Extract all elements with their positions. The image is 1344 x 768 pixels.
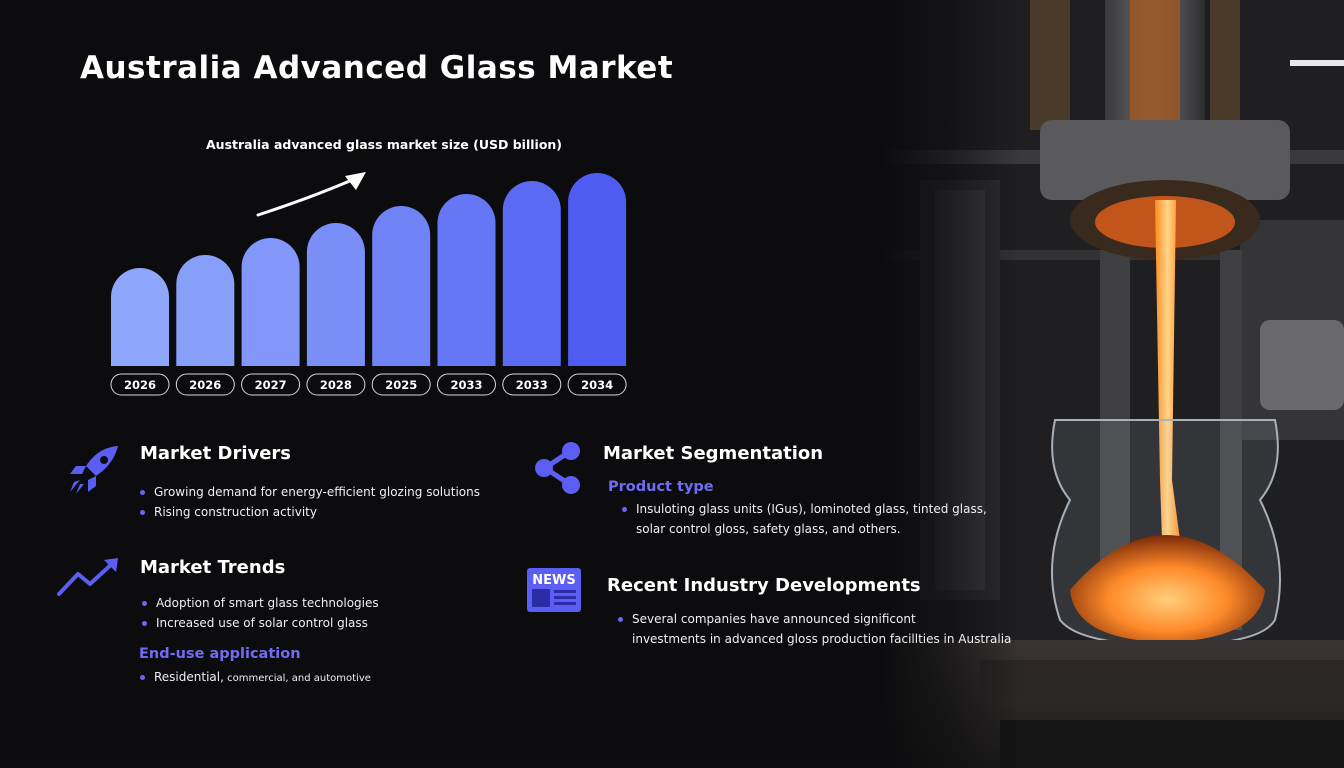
year-label-pill xyxy=(241,373,301,396)
year-label-pill xyxy=(567,373,627,396)
year-tick-label: 2026 xyxy=(189,378,221,392)
bar-3 xyxy=(306,223,365,366)
year-tick-label: 2028 xyxy=(320,378,352,392)
year-label-pill xyxy=(110,373,170,396)
chart-title: Australia advanced glass market size (US… xyxy=(206,137,563,152)
list-item-continued: solar control gloss, safety glass, and o… xyxy=(636,522,901,536)
year-label-pill xyxy=(306,373,366,396)
page-title: Australia Advanced Glass Market xyxy=(80,50,674,86)
year-tick-label: 2033 xyxy=(516,378,548,392)
year-label-pill xyxy=(175,373,235,396)
bar-6 xyxy=(502,181,561,366)
bar-4 xyxy=(372,205,431,366)
end-use-rest: commercial, and automotive xyxy=(223,673,371,684)
year-label-pill xyxy=(437,373,496,396)
list-item: Several companies have announced signifi… xyxy=(618,609,1011,629)
list-item-continued: investments in advanced gloss production… xyxy=(632,632,1012,646)
list-item: Residential, commercial, and automotive xyxy=(140,667,371,689)
market-drivers-list: Growing demand for energy-efficient gloz… xyxy=(140,482,480,522)
bar-2 xyxy=(241,238,300,366)
year-tick-label: 2033 xyxy=(450,378,482,392)
year-tick-label: 2025 xyxy=(385,378,417,392)
market-segmentation-title: Market Segmentation xyxy=(603,443,824,464)
market-trends-title: Market Trends xyxy=(140,557,286,578)
bar-7 xyxy=(568,173,627,366)
end-use-title: End-use application xyxy=(139,646,301,662)
market-drivers-title: Market Drivers xyxy=(140,443,292,464)
year-tick-label: 2026 xyxy=(124,378,156,392)
trending-up-icon xyxy=(57,558,118,596)
year-tick-label: 2027 xyxy=(255,378,287,392)
list-item: Rising construction activity xyxy=(140,502,480,522)
bar-1 xyxy=(176,255,235,366)
industry-developments-title: Recent Industry Developments xyxy=(607,575,921,596)
list-item: Insuloting glass units (IGus), lominoted… xyxy=(622,499,987,519)
end-use-list: Residential, commercial, and automotive xyxy=(140,667,371,689)
bar-5 xyxy=(437,194,496,366)
rocket-icon xyxy=(70,446,118,494)
list-item: Adoption of smart glass technologies xyxy=(142,593,379,613)
year-tick-label: 2034 xyxy=(581,378,613,392)
news-icon: NEWS xyxy=(527,568,581,612)
industry-developments-list: Several companies have announced signifi… xyxy=(618,609,1011,649)
year-label-pill xyxy=(371,373,431,396)
list-item: Growing demand for energy-efficient gloz… xyxy=(140,482,480,502)
end-use-main: Residential, xyxy=(154,670,224,684)
product-type-title: Product type xyxy=(608,479,714,495)
bar-0 xyxy=(111,268,169,366)
market-size-bar-chart: 2026 2026 2027 2028 2025 2033 2033 2034 xyxy=(110,172,627,396)
photo-fade-overlay xyxy=(880,0,1020,768)
news-icon-text: NEWS xyxy=(532,573,575,588)
growth-arrow-head xyxy=(345,172,366,190)
product-type-list: Insuloting glass units (IGus), lominoted… xyxy=(622,499,987,539)
growth-arrow-icon xyxy=(256,178,354,217)
market-trends-list: Adoption of smart glass technologies Inc… xyxy=(142,593,379,633)
year-label-pill xyxy=(502,373,562,396)
share-icon xyxy=(535,442,580,494)
list-item: Increased use of solar control glass xyxy=(142,613,379,633)
